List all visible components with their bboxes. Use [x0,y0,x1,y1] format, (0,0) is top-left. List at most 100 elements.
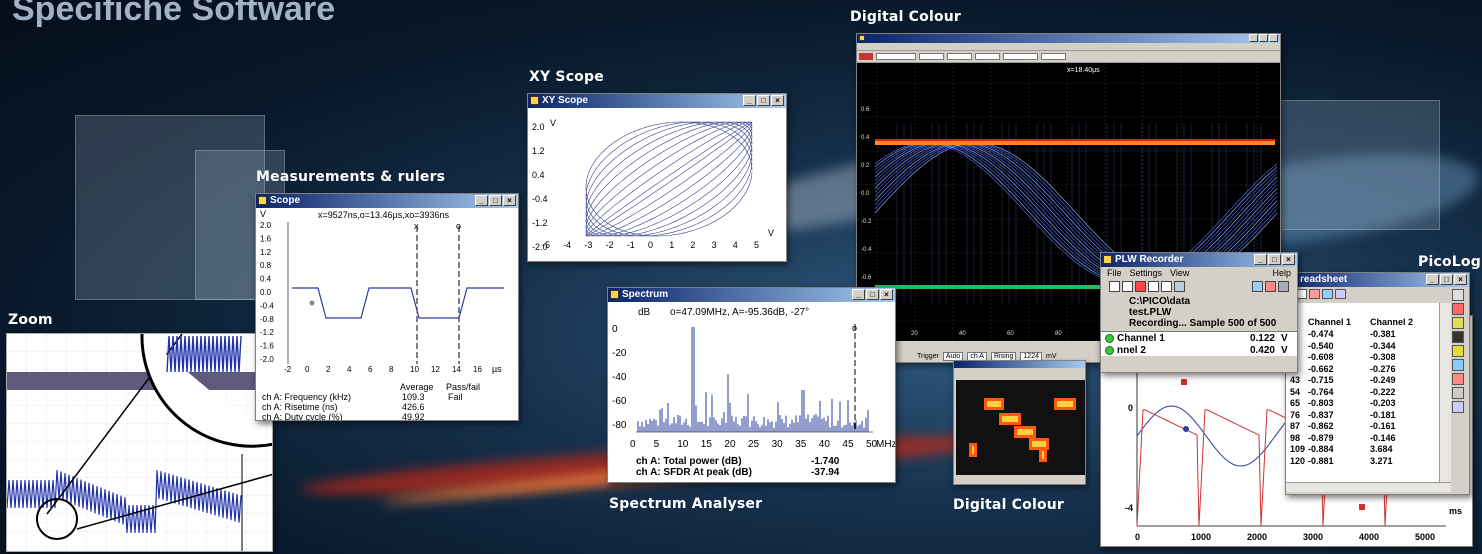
spectrum-graph: dB o=47.09MHz, A=-95.36dB, -27° 0 -20 -40 -… [612,307,895,450]
maximize-button[interactable]: □ [866,289,879,300]
close-button[interactable] [1269,34,1278,42]
xy-titlebar[interactable]: XY Scope _ □ × [528,94,786,108]
menu-help[interactable]: Help [1272,268,1291,278]
multiplier-select[interactable] [919,53,944,60]
channel-row[interactable]: Channel 1 0.122 V [1101,332,1297,344]
row-channel-2: -0.308 [1370,352,1396,362]
menu-file[interactable]: File [1107,268,1122,278]
save-icon[interactable] [1109,281,1120,292]
row-channel-1: -0.764 [1308,386,1334,397]
close-button[interactable]: × [1454,274,1467,285]
minimize-button[interactable] [1249,34,1258,42]
open-icon[interactable] [1122,281,1133,292]
side-tool-icon[interactable] [1452,359,1464,371]
close-button[interactable]: × [771,95,784,106]
help-icon[interactable] [1335,289,1346,299]
channel-status-icon [1105,345,1114,355]
timebase-select[interactable] [876,53,916,60]
minimize-button[interactable]: _ [743,95,756,106]
side-tool-icon[interactable] [1452,401,1464,413]
xy-x-unit: V [768,228,774,238]
xy-x-tick: -3 [584,240,592,250]
xy-lissajous-curve [585,121,753,237]
channel-b-select[interactable] [1003,53,1038,60]
digital-y-tick: 0.4 [861,135,870,141]
close-button[interactable]: × [503,195,516,206]
digital-colour-small-window[interactable] [953,360,1086,485]
stop-button[interactable] [859,53,873,60]
spreadsheet-scrollbar[interactable] [1439,303,1451,483]
side-tool-icon[interactable] [1452,373,1464,385]
side-tool-icon[interactable] [1452,289,1464,301]
side-tool-icon[interactable] [1452,317,1464,329]
minimize-button[interactable]: _ [1254,254,1267,265]
spreadsheet-titlebar[interactable]: readsheet _ □ × [1286,273,1469,287]
digital-titlebar[interactable] [857,34,1280,43]
coupling-b-select[interactable] [1041,53,1066,60]
row-channel-1: -0.879 [1308,432,1334,443]
channel-row[interactable]: nnel 2 0.420 V [1101,344,1297,356]
plw-titlebar[interactable]: PLW Recorder _ □ × [1101,253,1297,267]
side-tool-icon[interactable] [1452,345,1464,357]
digital-menubar[interactable] [857,43,1280,51]
spreadsheet-icon[interactable] [1252,281,1263,292]
color-icon[interactable] [1309,289,1320,299]
grid-icon[interactable] [1322,289,1333,299]
side-tool-icon[interactable] [1452,387,1464,399]
range-select[interactable] [947,53,972,60]
spectrum-x-tick: 5 [654,439,660,450]
xy-scope-window[interactable]: XY Scope _ □ × V V 2.0 1.2 0.4 -0.4 -1.2 -2.0 -… [527,93,787,262]
xy-x-tick: -4 [563,240,571,250]
plw-title: PLW Recorder [1115,254,1184,265]
measurement-status: Fail [448,392,463,402]
spreadsheet-window[interactable]: readsheet _ □ × Channel 1 Channel 2 -0.474… [1285,272,1470,495]
side-tool-icon[interactable] [1452,303,1464,315]
digital-toolbar[interactable] [857,51,1280,63]
close-button[interactable]: × [1282,254,1295,265]
minimize-button[interactable]: _ [1426,274,1439,285]
spreadsheet-hscrollbar[interactable] [1286,482,1451,492]
maximize-button[interactable]: □ [1268,254,1281,265]
xy-y-tick: 0.4 [532,170,545,180]
close-button[interactable]: × [880,289,893,300]
spectrum-measurement-name: ch A: Total power (dB) [636,456,742,467]
menu-settings[interactable]: Settings [1129,268,1163,278]
row-channel-1: -0.862 [1308,421,1334,431]
settings-icon[interactable] [1278,281,1289,292]
trigger-label: Trigger [917,352,939,360]
maximize-button[interactable]: □ [489,195,502,206]
row-channel-2: -0.181 [1370,409,1396,420]
app-icon [859,35,865,41]
digital-y-tick: -0.6 [861,275,872,281]
channel-value: 0.420 [1249,344,1275,356]
digital-readout: x=18.40µs [1067,67,1100,74]
coupling-select[interactable] [975,53,1000,60]
minimize-button[interactable]: _ [475,195,488,206]
side-tool-icon[interactable] [1452,331,1464,343]
graph-icon[interactable] [1265,281,1276,292]
scope-titlebar[interactable]: Scope _ □ × [256,194,518,208]
maximize-button[interactable]: □ [757,95,770,106]
plw-status: Recording... Sample 500 of 500 [1129,318,1277,329]
plw-recorder-window[interactable]: PLW Recorder _ □ × File Settings View Help… [1100,252,1298,373]
picolog-y-tick: -4 [1125,503,1133,513]
record-icon[interactable] [1135,281,1146,292]
scope-y-tick: 0.8 [260,261,272,270]
col-average: Average [400,382,434,392]
digital-small-titlebar[interactable] [954,361,1085,368]
xy-y-tick: -0.4 [532,194,548,204]
spectrum-titlebar[interactable]: Spectrum _ □ × [608,288,895,302]
menu-view[interactable]: View [1170,268,1190,278]
minimize-button[interactable]: _ [852,289,865,300]
pause-icon[interactable] [1148,281,1159,292]
scope-x-tick: 0 [305,365,310,374]
scope-window[interactable]: Scope _ □ × V x=9527ns,o=13.46µs,xo=3936ns… [255,193,519,421]
maximize-button[interactable] [1259,34,1268,42]
maximize-button[interactable]: □ [1440,274,1453,285]
spectrum-window[interactable]: Spectrum _ □ × dB o=47.09MHz, A=-95.36dB, … [607,287,896,483]
label-digital-colour-top: Digital Colour [850,9,962,25]
help-icon[interactable] [1174,281,1185,292]
stop-icon[interactable] [1161,281,1172,292]
picolog-x-tick: 5000 [1415,532,1435,542]
plw-file: test.PLW [1129,307,1172,318]
